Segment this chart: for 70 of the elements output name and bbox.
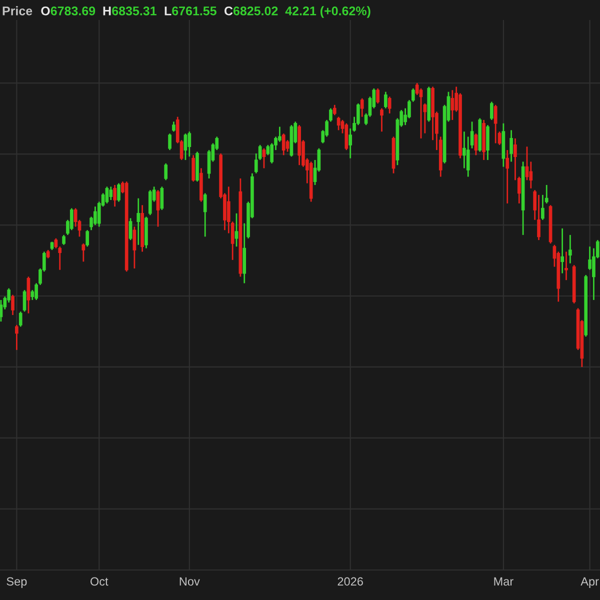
candlestick xyxy=(0,299,3,322)
candlestick xyxy=(184,132,188,161)
candlestick xyxy=(18,310,22,328)
candlestick xyxy=(148,189,152,216)
candlestick xyxy=(156,189,160,228)
candlestick xyxy=(22,289,26,312)
candlestick xyxy=(113,184,116,208)
candlestick xyxy=(336,116,340,131)
candlestick xyxy=(332,104,336,116)
candlestick xyxy=(360,98,364,118)
candlestick xyxy=(568,234,572,264)
candlestick xyxy=(262,148,266,169)
x-tick-label: Mar xyxy=(494,577,514,586)
candlestick xyxy=(506,149,510,204)
candlestick xyxy=(282,132,286,156)
candlestick xyxy=(192,154,196,182)
x-tick-label: Sep xyxy=(6,577,27,588)
x-tick-label: 2026 xyxy=(338,577,363,586)
candlestick xyxy=(344,122,348,151)
candlestick xyxy=(537,194,540,241)
candlestick xyxy=(474,132,478,156)
candlestick xyxy=(510,129,513,162)
candlestick xyxy=(62,234,66,246)
candlestick xyxy=(234,212,238,248)
candlestick xyxy=(94,206,97,226)
candlestick xyxy=(86,229,90,248)
candlestick xyxy=(490,101,494,121)
candlestick xyxy=(388,96,392,114)
candlestick xyxy=(70,208,74,231)
text: H xyxy=(103,6,111,16)
candlestick xyxy=(160,186,164,211)
text: O xyxy=(41,6,50,16)
candlestick xyxy=(188,130,192,158)
x-tick-label: Nov xyxy=(180,577,200,586)
candlestick xyxy=(564,251,568,281)
candlestick xyxy=(494,104,498,144)
chart-title: Price xyxy=(2,6,32,16)
text: C xyxy=(224,6,233,16)
candlestick xyxy=(450,89,454,121)
candlestick xyxy=(203,192,207,238)
candlestick xyxy=(172,120,176,132)
candlestick xyxy=(541,194,544,221)
candlestick xyxy=(26,276,30,314)
candlestick xyxy=(11,294,14,316)
candlestick xyxy=(15,324,18,351)
candlestick xyxy=(384,91,388,109)
candlestick xyxy=(132,226,136,270)
candlestick xyxy=(376,88,380,104)
candlestick xyxy=(105,186,109,204)
candlestick xyxy=(164,162,168,181)
x-tick-label: Apr xyxy=(580,577,599,588)
candlestick xyxy=(82,242,86,262)
text: 42.21 (+0.62%) xyxy=(285,6,370,18)
text: 6783.69 xyxy=(50,6,96,16)
candlestick xyxy=(560,228,564,274)
candlestick xyxy=(136,198,140,246)
candlestick xyxy=(74,208,78,228)
text: 6825.02 xyxy=(233,6,278,16)
text: 6835.31 xyxy=(112,6,156,16)
candlestick xyxy=(415,82,419,96)
text: L xyxy=(164,6,172,16)
candlestick xyxy=(380,108,384,132)
candlestick xyxy=(423,102,427,134)
candlestick xyxy=(117,182,120,202)
text: 6761.55 xyxy=(172,6,216,16)
candlestick xyxy=(168,132,172,151)
candlestick xyxy=(486,124,490,161)
candlestick xyxy=(128,218,132,241)
x-tick-label: Oct xyxy=(90,577,108,586)
candlestick xyxy=(109,186,113,201)
